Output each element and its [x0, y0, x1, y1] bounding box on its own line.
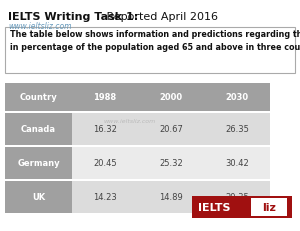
Text: Reported April 2016: Reported April 2016 — [103, 12, 218, 22]
Text: IELTS: IELTS — [198, 202, 230, 212]
Text: www.ieltsliz.com: www.ieltsliz.com — [8, 22, 71, 31]
Bar — [72, 113, 138, 145]
Bar — [5, 112, 295, 113]
Bar — [204, 84, 270, 112]
Bar — [5, 179, 295, 181]
Bar — [204, 113, 270, 145]
Text: liz: liz — [262, 202, 276, 212]
Text: The table below shows information and predictions regarding the change
in percen: The table below shows information and pr… — [10, 30, 300, 52]
Bar — [204, 181, 270, 213]
Text: 14.23: 14.23 — [93, 193, 117, 202]
Text: Canada: Canada — [21, 125, 56, 134]
Bar — [5, 147, 72, 179]
Bar — [5, 145, 295, 147]
Text: 1988: 1988 — [93, 93, 117, 102]
Bar — [138, 181, 204, 213]
Bar — [251, 198, 287, 216]
Bar — [5, 181, 72, 213]
Text: IELTS Writing Task 1:: IELTS Writing Task 1: — [8, 12, 138, 22]
Bar — [138, 147, 204, 179]
Bar — [5, 28, 295, 74]
Bar — [138, 113, 204, 145]
Text: 30.42: 30.42 — [225, 159, 249, 168]
Text: 2000: 2000 — [159, 93, 183, 102]
Text: 16.32: 16.32 — [93, 125, 117, 134]
Bar — [72, 147, 138, 179]
Text: Germany: Germany — [17, 159, 60, 168]
Bar — [192, 196, 292, 218]
Text: 20.45: 20.45 — [93, 159, 117, 168]
Bar — [5, 84, 72, 112]
Bar — [5, 113, 72, 145]
Text: 20.35: 20.35 — [225, 193, 249, 202]
Text: 26.35: 26.35 — [225, 125, 249, 134]
Text: 14.89: 14.89 — [159, 193, 183, 202]
Text: 2030: 2030 — [225, 93, 249, 102]
Text: www.ieltsliz.com: www.ieltsliz.com — [104, 119, 156, 124]
Text: 25.32: 25.32 — [159, 159, 183, 168]
Text: 20.67: 20.67 — [159, 125, 183, 134]
Bar — [204, 147, 270, 179]
Bar — [72, 84, 138, 112]
Text: Country: Country — [20, 93, 57, 102]
Bar — [138, 84, 204, 112]
Bar — [72, 181, 138, 213]
Text: UK: UK — [32, 193, 45, 202]
